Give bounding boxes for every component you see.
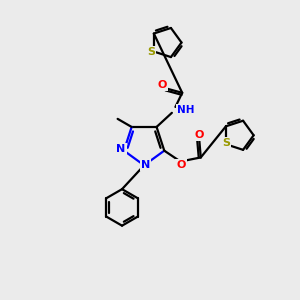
Text: O: O [176,160,186,170]
Text: N: N [141,160,150,170]
Text: O: O [195,130,204,140]
Text: NH: NH [177,105,195,115]
Text: O: O [158,80,167,90]
Text: S: S [148,46,155,56]
Text: N: N [116,144,126,154]
Text: S: S [222,138,230,148]
